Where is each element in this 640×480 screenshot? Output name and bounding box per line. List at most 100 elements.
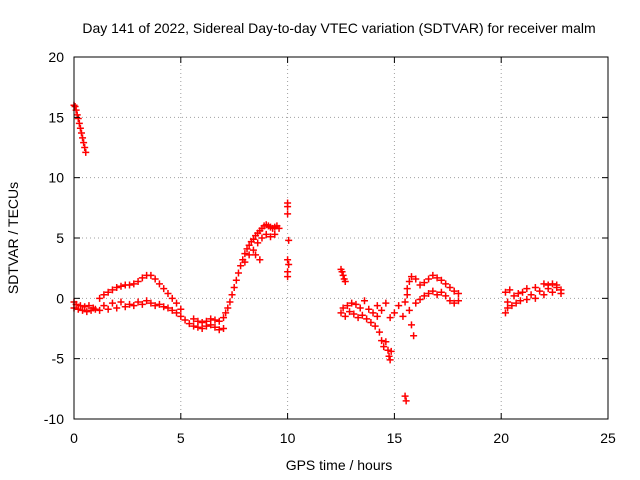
x-tick-label: 10 xyxy=(280,430,296,446)
data-point xyxy=(450,299,458,307)
data-point xyxy=(74,115,82,123)
data-point xyxy=(143,297,151,305)
data-point xyxy=(433,274,441,282)
data-point xyxy=(113,283,121,291)
data-point xyxy=(548,280,556,288)
data-point xyxy=(369,309,377,317)
data-point xyxy=(420,279,428,287)
x-axis-label: GPS time / hours xyxy=(286,457,393,473)
data-point xyxy=(412,299,420,307)
data-point xyxy=(501,309,509,317)
data-point xyxy=(412,275,420,283)
data-point xyxy=(501,288,509,296)
data-point xyxy=(450,287,458,295)
data-point xyxy=(284,273,292,281)
data-point xyxy=(337,309,345,317)
data-point xyxy=(207,321,215,329)
data-point xyxy=(285,236,293,244)
data-point xyxy=(254,239,262,247)
data-point xyxy=(433,291,441,299)
data-point xyxy=(117,298,125,306)
data-point xyxy=(363,315,371,323)
y-tick-label: 5 xyxy=(56,230,64,246)
data-point xyxy=(410,332,418,340)
data-point xyxy=(147,271,155,279)
data-point xyxy=(81,144,89,151)
data-point xyxy=(373,312,381,320)
data-point xyxy=(504,298,512,306)
data-point xyxy=(548,288,556,296)
grid-lines xyxy=(74,57,608,419)
data-point xyxy=(160,285,168,293)
data-point xyxy=(339,271,347,279)
data-point xyxy=(96,294,104,302)
data-point xyxy=(437,288,445,296)
data-point xyxy=(356,304,364,312)
data-point xyxy=(352,300,360,308)
data-point xyxy=(75,119,83,127)
data-point xyxy=(437,276,445,284)
data-point xyxy=(442,292,450,300)
data-point xyxy=(211,316,219,324)
data-point xyxy=(245,251,253,259)
data-point xyxy=(151,302,159,310)
data-point xyxy=(382,299,390,307)
data-point xyxy=(249,246,257,254)
data-point xyxy=(386,356,394,364)
data-point xyxy=(446,297,454,305)
data-point xyxy=(241,258,249,266)
data-point xyxy=(258,234,266,242)
data-point xyxy=(215,326,223,334)
data-point xyxy=(160,303,168,311)
data-point xyxy=(360,297,368,305)
axis-ticks: 0 5 10 15 20 25 -10 -5 0 5 10 15 20 xyxy=(44,49,616,446)
data-point xyxy=(76,124,84,132)
data-point xyxy=(222,309,230,317)
data-point xyxy=(211,323,219,331)
data-point xyxy=(108,299,116,307)
data-point xyxy=(155,300,163,308)
data-point xyxy=(226,298,234,306)
data-point xyxy=(407,273,415,281)
data-points xyxy=(70,101,565,405)
data-point xyxy=(237,262,245,270)
x-tick-label: 25 xyxy=(600,430,616,446)
data-point xyxy=(416,281,424,289)
data-point xyxy=(104,288,112,296)
data-point xyxy=(527,291,535,299)
data-point xyxy=(373,302,381,310)
data-point xyxy=(113,304,121,312)
data-point xyxy=(181,316,189,324)
data-point xyxy=(83,308,91,316)
data-point xyxy=(510,292,518,300)
data-point xyxy=(207,315,215,323)
data-point xyxy=(130,280,138,288)
data-point xyxy=(185,320,193,328)
data-point xyxy=(540,280,548,288)
data-point xyxy=(531,283,539,291)
data-point xyxy=(76,302,84,310)
data-point xyxy=(91,305,99,313)
data-point xyxy=(134,277,142,285)
data-point xyxy=(168,294,176,302)
data-point xyxy=(126,281,134,289)
data-point xyxy=(338,268,346,276)
y-tick-label: 15 xyxy=(48,109,64,125)
data-point xyxy=(96,306,104,314)
data-point xyxy=(275,224,283,232)
data-point xyxy=(508,302,516,310)
data-point xyxy=(350,310,358,318)
data-point xyxy=(155,280,163,288)
data-point xyxy=(387,347,395,355)
data-point xyxy=(252,251,260,259)
data-point xyxy=(71,102,79,110)
data-point xyxy=(407,321,415,329)
data-point xyxy=(339,304,347,312)
data-point xyxy=(147,299,155,307)
data-point xyxy=(224,304,232,312)
data-point xyxy=(403,291,411,299)
x-tick-label: 20 xyxy=(493,430,509,446)
data-point xyxy=(79,134,87,142)
data-point xyxy=(151,275,159,283)
data-point xyxy=(138,274,146,282)
